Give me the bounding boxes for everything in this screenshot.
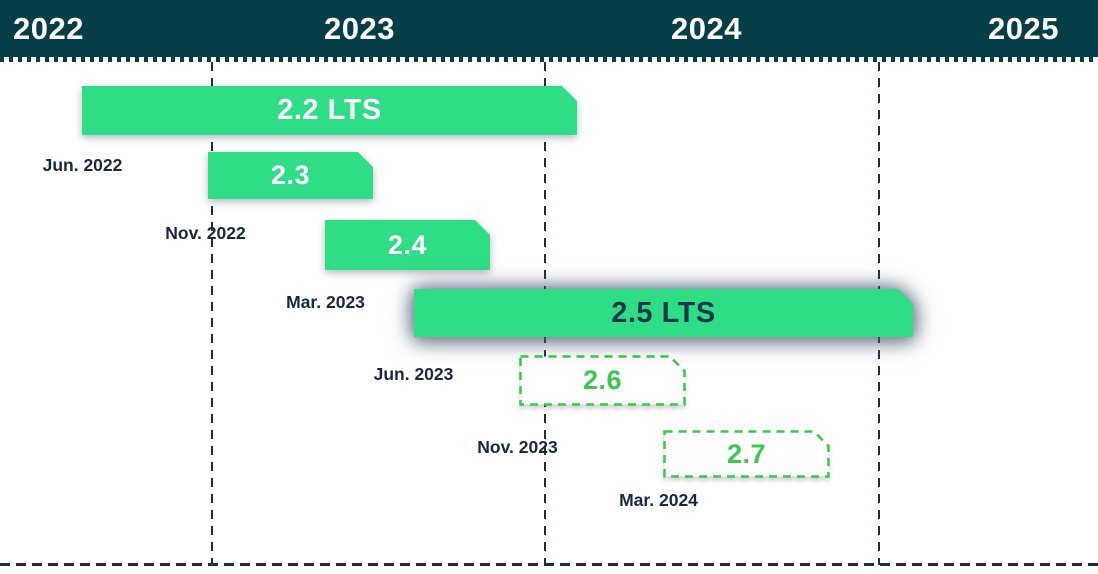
- release-bar-shape: 2.3: [208, 152, 373, 199]
- timeline-baseline: [0, 563, 1098, 566]
- planned-release-label: 2.7: [726, 438, 767, 469]
- release-date-label-2.3: Nov. 2022: [165, 223, 246, 243]
- planned-release-label: 2.6: [582, 365, 623, 395]
- release-date-label-2.4: Mar. 2023: [286, 292, 365, 312]
- release-bar-2.4: 2.4: [325, 220, 490, 270]
- release-bar-shape: 2.2 LTS: [82, 86, 577, 135]
- year-gridline-2023: [211, 62, 213, 565]
- release-bar-shape: 2.5 LTS: [414, 289, 913, 337]
- header-dotted-border: [0, 57, 1098, 62]
- release-date-label-2.6: Nov. 2023: [477, 437, 558, 457]
- year-axis-header: 2022 2023 2024 2025: [0, 0, 1098, 57]
- release-bar-label: 2.3: [270, 160, 311, 190]
- year-tick-2024: 2024: [671, 11, 742, 46]
- dashed-notched-border: [663, 430, 830, 478]
- release-bar-2.5-lts-highlighted: 2.5 LTS: [414, 289, 913, 337]
- dashed-notched-border: [519, 355, 686, 406]
- year-tick-2023: 2023: [324, 11, 395, 46]
- year-tick-2025: 2025: [988, 11, 1059, 46]
- release-bar-label: 2.4: [387, 229, 428, 260]
- planned-release-box-2.6: 2.6: [519, 355, 686, 406]
- planned-release-box-2.7: 2.7: [663, 430, 830, 478]
- release-date-label-2.5: Jun. 2023: [373, 364, 454, 384]
- release-bar-label: 2.2 LTS: [277, 94, 382, 126]
- year-tick-2022: 2022: [13, 11, 84, 46]
- release-bar-shape: 2.4: [325, 220, 490, 270]
- release-bar-2.3: 2.3: [208, 152, 373, 199]
- release-date-label-2.7: Mar. 2024: [619, 490, 698, 510]
- release-bar-2.2-lts: 2.2 LTS: [82, 86, 577, 135]
- release-date-label-2.2: Jun. 2022: [42, 155, 123, 175]
- release-bar-label: 2.5 LTS: [611, 296, 716, 329]
